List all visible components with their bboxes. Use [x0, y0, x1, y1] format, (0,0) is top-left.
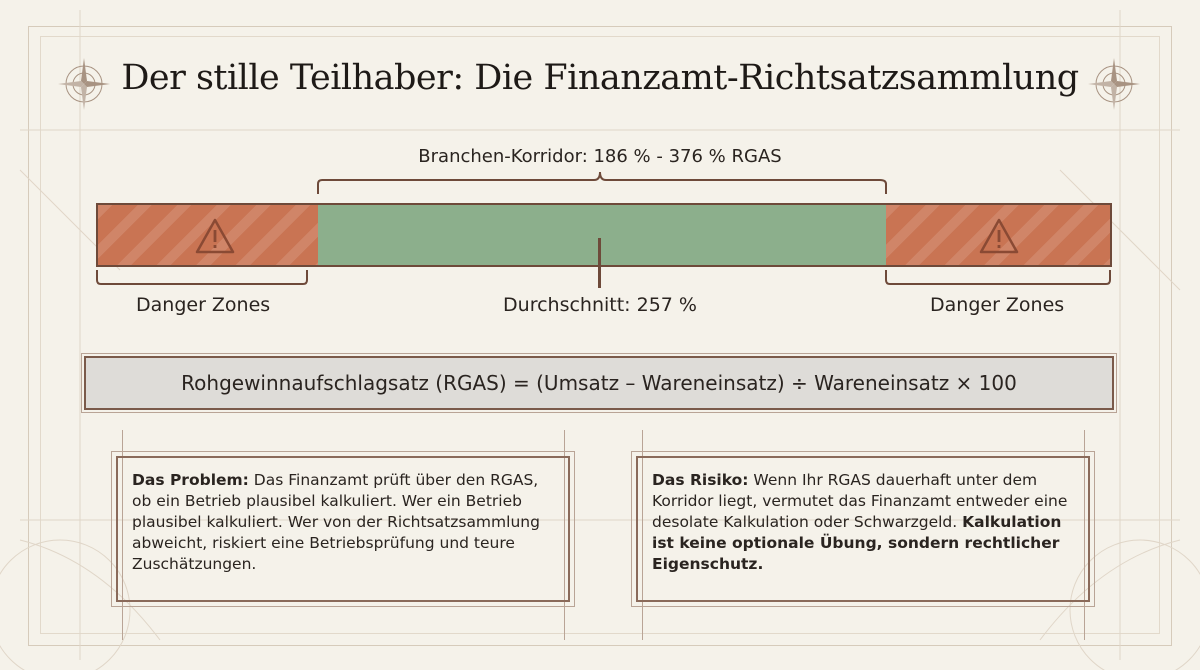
compass-rose-icon: [1088, 58, 1140, 110]
corridor-label: Branchen-Korridor: 186 % - 376 % RGAS: [418, 146, 782, 167]
outer-frame: [28, 26, 1172, 646]
problem-text: Das Finanzamt prüft über den RGAS, ob ei…: [132, 471, 540, 573]
risk-heading: Das Risiko:: [652, 471, 749, 489]
risk-card: Das Risiko: Wenn Ihr RGAS dauerhaft unte…: [631, 451, 1095, 607]
average-marker: [598, 238, 601, 288]
warning-triangle-icon: [195, 218, 235, 254]
warning-triangle-icon: [979, 218, 1019, 254]
problem-heading: Das Problem:: [132, 471, 249, 489]
decor-line: [564, 430, 565, 640]
danger-zone-right: [886, 203, 1112, 267]
formula-text: Rohgewinnaufschlagsatz (RGAS) = (Umsatz …: [181, 371, 1017, 395]
average-label: Durchschnitt: 257 %: [503, 294, 697, 316]
formula-box: Rohgewinnaufschlagsatz (RGAS) = (Umsatz …: [81, 353, 1117, 413]
problem-card: Das Problem: Das Finanzamt prüft über de…: [111, 451, 575, 607]
risk-emphasis: Kalkulation ist keine optionale Übung, s…: [652, 513, 1062, 573]
page-title: Der stille Teilhaber: Die Finanzamt-Rich…: [121, 58, 1079, 98]
decor-line: [1084, 430, 1085, 640]
decor-line: [122, 430, 123, 640]
decor-line: [642, 430, 643, 640]
compass-rose-icon: [58, 58, 110, 110]
danger-zone-label-left: Danger Zones: [136, 294, 271, 316]
corridor-zone: [318, 203, 886, 267]
risk-text: Wenn Ihr RGAS dauerhaft unter dem Korrid…: [652, 471, 1068, 531]
danger-zone-left: [96, 203, 318, 267]
danger-zone-label-right: Danger Zones: [930, 294, 1065, 316]
inner-frame: [40, 36, 1160, 634]
